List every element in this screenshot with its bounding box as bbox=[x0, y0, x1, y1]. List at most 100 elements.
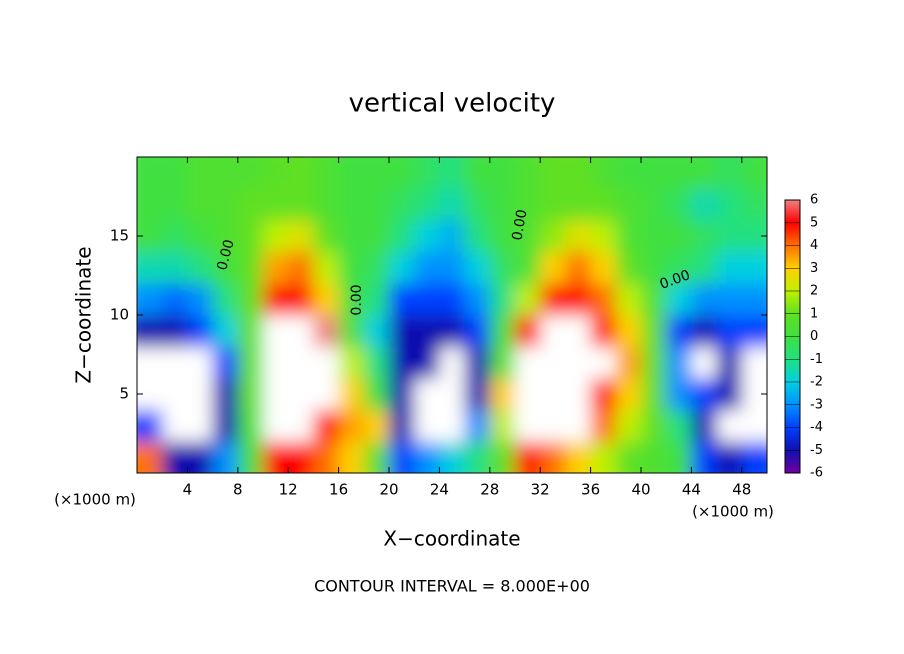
field-cell bbox=[691, 283, 718, 316]
field-cell bbox=[641, 157, 667, 190]
field-cell bbox=[641, 441, 667, 473]
colorbar-segment bbox=[785, 222, 800, 246]
field-cell bbox=[162, 251, 188, 284]
field-cell bbox=[439, 315, 466, 348]
field-cell bbox=[615, 220, 642, 253]
field-cell bbox=[641, 283, 667, 316]
field-cell bbox=[741, 409, 767, 442]
field-cell bbox=[389, 441, 415, 473]
field-cell bbox=[389, 315, 415, 348]
field-cell bbox=[590, 378, 617, 411]
field-cell bbox=[489, 315, 516, 348]
field-cell bbox=[338, 378, 365, 411]
field-cell bbox=[489, 409, 516, 442]
footnote: CONTOUR INTERVAL = 8.000E+00 bbox=[314, 577, 590, 596]
field-cell bbox=[716, 441, 743, 473]
field-cell bbox=[414, 157, 440, 190]
field-cell bbox=[187, 220, 214, 253]
field-cell bbox=[515, 220, 541, 253]
field-cell bbox=[540, 188, 566, 221]
field-cell bbox=[565, 378, 592, 411]
field-cell bbox=[162, 220, 188, 253]
field-cell bbox=[716, 188, 743, 221]
colorbar-segment bbox=[785, 450, 800, 473]
field-cell bbox=[590, 157, 617, 190]
field-cell bbox=[716, 346, 743, 379]
field-cell bbox=[363, 441, 390, 473]
field-cell bbox=[162, 346, 188, 379]
field-cell bbox=[414, 315, 440, 348]
field-cell bbox=[691, 251, 718, 284]
field-cell bbox=[590, 283, 617, 316]
field-cell bbox=[162, 378, 188, 411]
field-cell bbox=[741, 188, 767, 221]
field-cell bbox=[464, 441, 491, 473]
field-cell bbox=[237, 315, 264, 348]
field-cell bbox=[691, 378, 718, 411]
field-cell bbox=[187, 251, 214, 284]
field-cell bbox=[313, 157, 340, 190]
colorbar-segment bbox=[785, 382, 800, 405]
colorbar-label: -3 bbox=[810, 397, 823, 412]
field-cell bbox=[363, 378, 390, 411]
field-cell bbox=[313, 378, 340, 411]
x-tick-label: 32 bbox=[531, 481, 550, 499]
field-cell bbox=[237, 409, 264, 442]
field-cell bbox=[313, 346, 340, 379]
field-cell bbox=[741, 315, 767, 348]
field-cell bbox=[540, 441, 566, 473]
field-cell bbox=[288, 251, 314, 284]
field-cell bbox=[137, 378, 163, 411]
field-cell bbox=[641, 251, 667, 284]
field-cell bbox=[464, 315, 491, 348]
field-cell bbox=[288, 409, 314, 442]
field-cell bbox=[489, 157, 516, 190]
field-cell bbox=[263, 188, 289, 221]
field-cell bbox=[716, 157, 743, 190]
field-cell bbox=[237, 251, 264, 284]
field-cell bbox=[414, 251, 440, 284]
field-cell bbox=[363, 283, 390, 316]
field-cell bbox=[389, 283, 415, 316]
colorbar-label: -5 bbox=[810, 443, 823, 458]
field-cell bbox=[162, 283, 188, 316]
field-cell bbox=[716, 283, 743, 316]
x-tick-label: 20 bbox=[379, 481, 398, 499]
field-cell bbox=[666, 409, 692, 442]
field-cell bbox=[313, 251, 340, 284]
x-unit-label: (×1000 m) bbox=[54, 491, 136, 509]
field-cell bbox=[313, 315, 340, 348]
x-tick-label: 4 bbox=[183, 481, 193, 499]
field-cell bbox=[389, 346, 415, 379]
colorbar-label: 3 bbox=[810, 261, 818, 276]
field-cell bbox=[590, 220, 617, 253]
field-cell bbox=[313, 441, 340, 473]
field-cell bbox=[565, 283, 592, 316]
field-cell bbox=[389, 409, 415, 442]
field-cell bbox=[263, 315, 289, 348]
field-cell bbox=[641, 346, 667, 379]
field-cell bbox=[363, 346, 390, 379]
field-cell bbox=[641, 409, 667, 442]
field-cell bbox=[565, 346, 592, 379]
field-cell bbox=[489, 346, 516, 379]
field-cell bbox=[263, 346, 289, 379]
x-tick-label: 16 bbox=[329, 481, 348, 499]
colorbar-label: -4 bbox=[810, 420, 823, 435]
field-cell bbox=[237, 346, 264, 379]
x-tick-label: 40 bbox=[631, 481, 650, 499]
field-cell bbox=[691, 346, 718, 379]
field-cell bbox=[237, 188, 264, 221]
field-cell bbox=[464, 251, 491, 284]
field-cell bbox=[641, 220, 667, 253]
field-cell bbox=[363, 315, 390, 348]
field-cell bbox=[641, 188, 667, 221]
field-cell bbox=[414, 283, 440, 316]
field-cell bbox=[691, 220, 718, 253]
field-cell bbox=[137, 283, 163, 316]
field-cell bbox=[565, 251, 592, 284]
field-cell bbox=[187, 441, 214, 473]
field-cell bbox=[187, 346, 214, 379]
field-cell bbox=[691, 409, 718, 442]
field-cell bbox=[389, 251, 415, 284]
